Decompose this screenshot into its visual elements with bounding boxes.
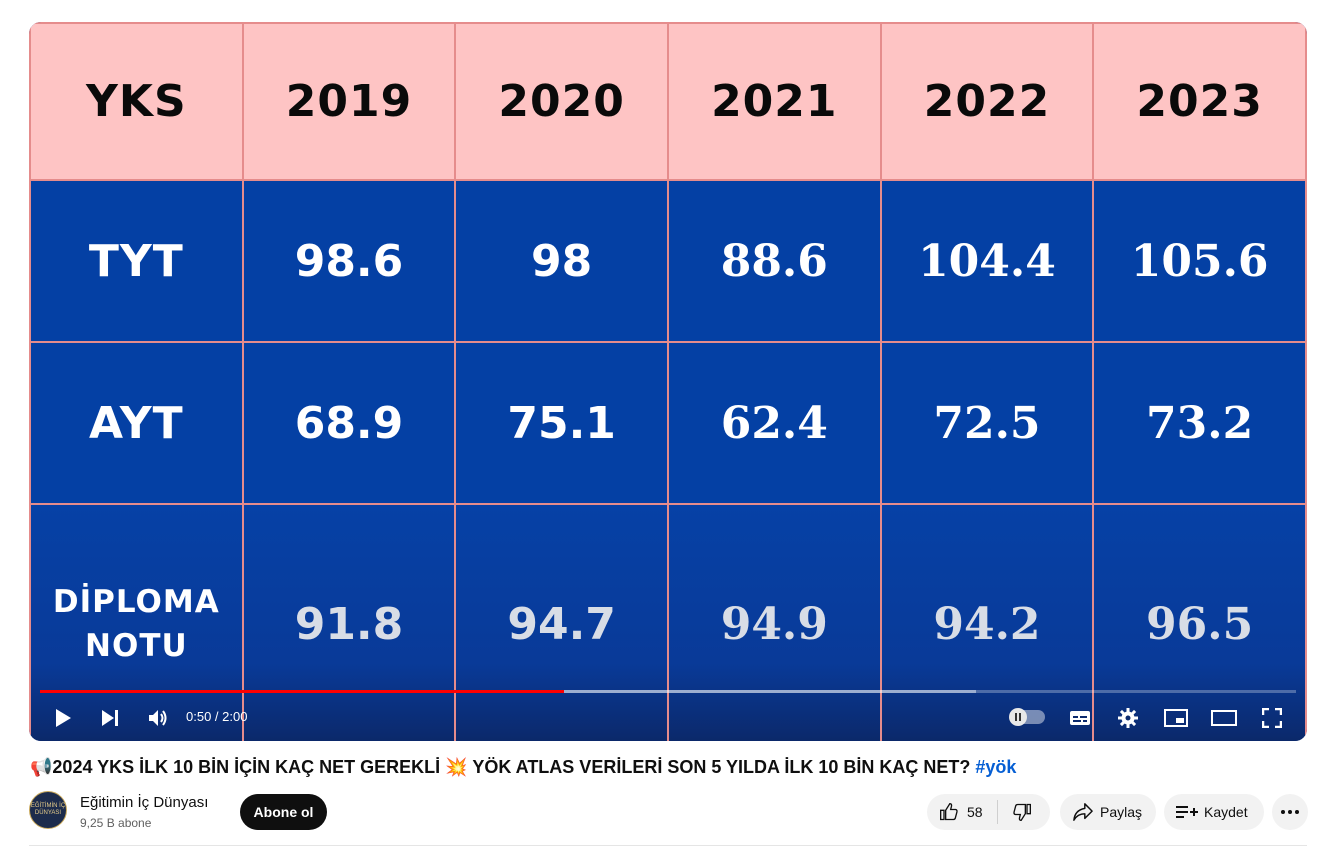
fullscreen-button[interactable]	[1258, 698, 1286, 738]
subtitles-button[interactable]	[1066, 698, 1094, 738]
dislike-button[interactable]	[1002, 794, 1042, 830]
volume-icon	[149, 710, 167, 726]
save-button[interactable]: Kaydet	[1164, 794, 1264, 830]
subtitles-icon	[1070, 711, 1090, 725]
table-header-row: YKS 2019 2020 2021 2022 2023	[29, 22, 1307, 181]
next-button[interactable]	[96, 698, 124, 738]
table-cell: 96.5	[1092, 503, 1307, 741]
hashtag-link[interactable]: #yök	[975, 757, 1017, 777]
add-to-playlist-icon	[1176, 806, 1198, 818]
like-divider	[996, 800, 998, 824]
thumbs-down-icon	[1012, 803, 1031, 822]
header-cell: 2020	[454, 22, 669, 181]
yks-net-table: YKS 2019 2020 2021 2022 2023 TYT 98.6 98…	[29, 22, 1307, 741]
header-cell: 2022	[879, 22, 1095, 181]
header-cell: 2023	[1092, 22, 1307, 181]
thumbs-up-icon	[940, 802, 958, 821]
video-player[interactable]: YKS 2019 2020 2021 2022 2023 TYT 98.6 98…	[29, 22, 1307, 741]
table-cell: 72.5	[879, 341, 1095, 505]
fullscreen-icon	[1262, 708, 1282, 728]
table-cell: 88.6	[666, 179, 882, 343]
play-icon	[56, 709, 71, 727]
table-cell: 75.1	[454, 341, 669, 505]
table-cell: 94.2	[879, 503, 1095, 741]
table-cell: 62.4	[666, 341, 882, 505]
miniplayer-icon	[1164, 709, 1188, 727]
header-cell: 2021	[666, 22, 882, 181]
channel-avatar[interactable]: EĞİTİMİN İÇ DÜNYASI	[29, 791, 67, 829]
row-label: TYT	[29, 179, 244, 343]
save-label: Kaydet	[1204, 804, 1248, 820]
row-label-line1: DİPLOMA	[52, 584, 220, 620]
more-icon	[1281, 810, 1299, 814]
header-cell: YKS	[29, 22, 244, 181]
table-row-diploma: DİPLOMA NOTU 91.8 94.7 94.9 94.2 96.5	[29, 503, 1307, 741]
title-text: 2024 YKS İLK 10 BİN İÇİN KAÇ NET GEREKLİ	[52, 757, 441, 777]
next-icon	[102, 710, 118, 726]
autoplay-toggle[interactable]	[1009, 708, 1045, 726]
table-row-tyt: TYT 98.6 98 88.6 104.4 105.6	[29, 179, 1307, 343]
table-row-ayt: AYT 68.9 75.1 62.4 72.5 73.2	[29, 341, 1307, 505]
like-dislike-group: 58	[927, 794, 1050, 830]
player-controls: 0:50 / 2:00	[29, 698, 1307, 738]
megaphone-icon: 📢	[30, 757, 53, 777]
played-bar	[40, 690, 564, 693]
share-icon	[1073, 803, 1093, 821]
theater-icon	[1211, 710, 1237, 726]
subscriber-count: 9,25 B abone	[80, 816, 152, 830]
share-button[interactable]: Paylaş	[1060, 794, 1156, 830]
table-cell: 73.2	[1092, 341, 1307, 505]
channel-name[interactable]: Eğitimin İç Dünyası	[80, 794, 209, 811]
row-label-line2: NOTU	[85, 628, 188, 664]
pause-icon	[1009, 708, 1027, 726]
time-display: 0:50 / 2:00	[186, 709, 248, 724]
miniplayer-button[interactable]	[1162, 698, 1190, 738]
gear-icon	[1118, 708, 1138, 728]
header-cell: 2019	[241, 22, 457, 181]
table-cell: 94.9	[666, 503, 882, 741]
table-cell: 105.6	[1092, 179, 1307, 343]
video-frame[interactable]: YKS 2019 2020 2021 2022 2023 TYT 98.6 98…	[29, 22, 1307, 741]
avatar-text: EĞİTİMİN İÇ DÜNYASI	[30, 803, 66, 816]
like-button[interactable]: 58	[927, 794, 993, 830]
play-button[interactable]	[49, 698, 77, 738]
progress-bar[interactable]	[40, 690, 1296, 693]
more-actions-button[interactable]	[1272, 794, 1308, 830]
row-label: AYT	[29, 341, 244, 505]
share-label: Paylaş	[1100, 804, 1143, 820]
collision-icon: 💥	[445, 757, 468, 777]
table-cell: 98.6	[241, 179, 457, 343]
row-label: DİPLOMA NOTU	[29, 503, 244, 741]
like-count: 58	[967, 804, 983, 820]
table-cell: 91.8	[241, 503, 457, 741]
video-title: 📢2024 YKS İLK 10 BİN İÇİN KAÇ NET GEREKL…	[30, 757, 1016, 778]
table-cell: 94.7	[454, 503, 669, 741]
title-text-2: YÖK ATLAS VERİLERİ SON 5 YILDA İLK 10 Bİ…	[472, 757, 971, 777]
subscribe-button[interactable]: Abone ol	[240, 794, 327, 830]
table-cell: 104.4	[879, 179, 1095, 343]
table-cell: 68.9	[241, 341, 457, 505]
settings-button[interactable]	[1114, 698, 1142, 738]
theater-mode-button[interactable]	[1210, 698, 1238, 738]
table-cell: 98	[454, 179, 669, 343]
volume-button[interactable]	[144, 698, 172, 738]
